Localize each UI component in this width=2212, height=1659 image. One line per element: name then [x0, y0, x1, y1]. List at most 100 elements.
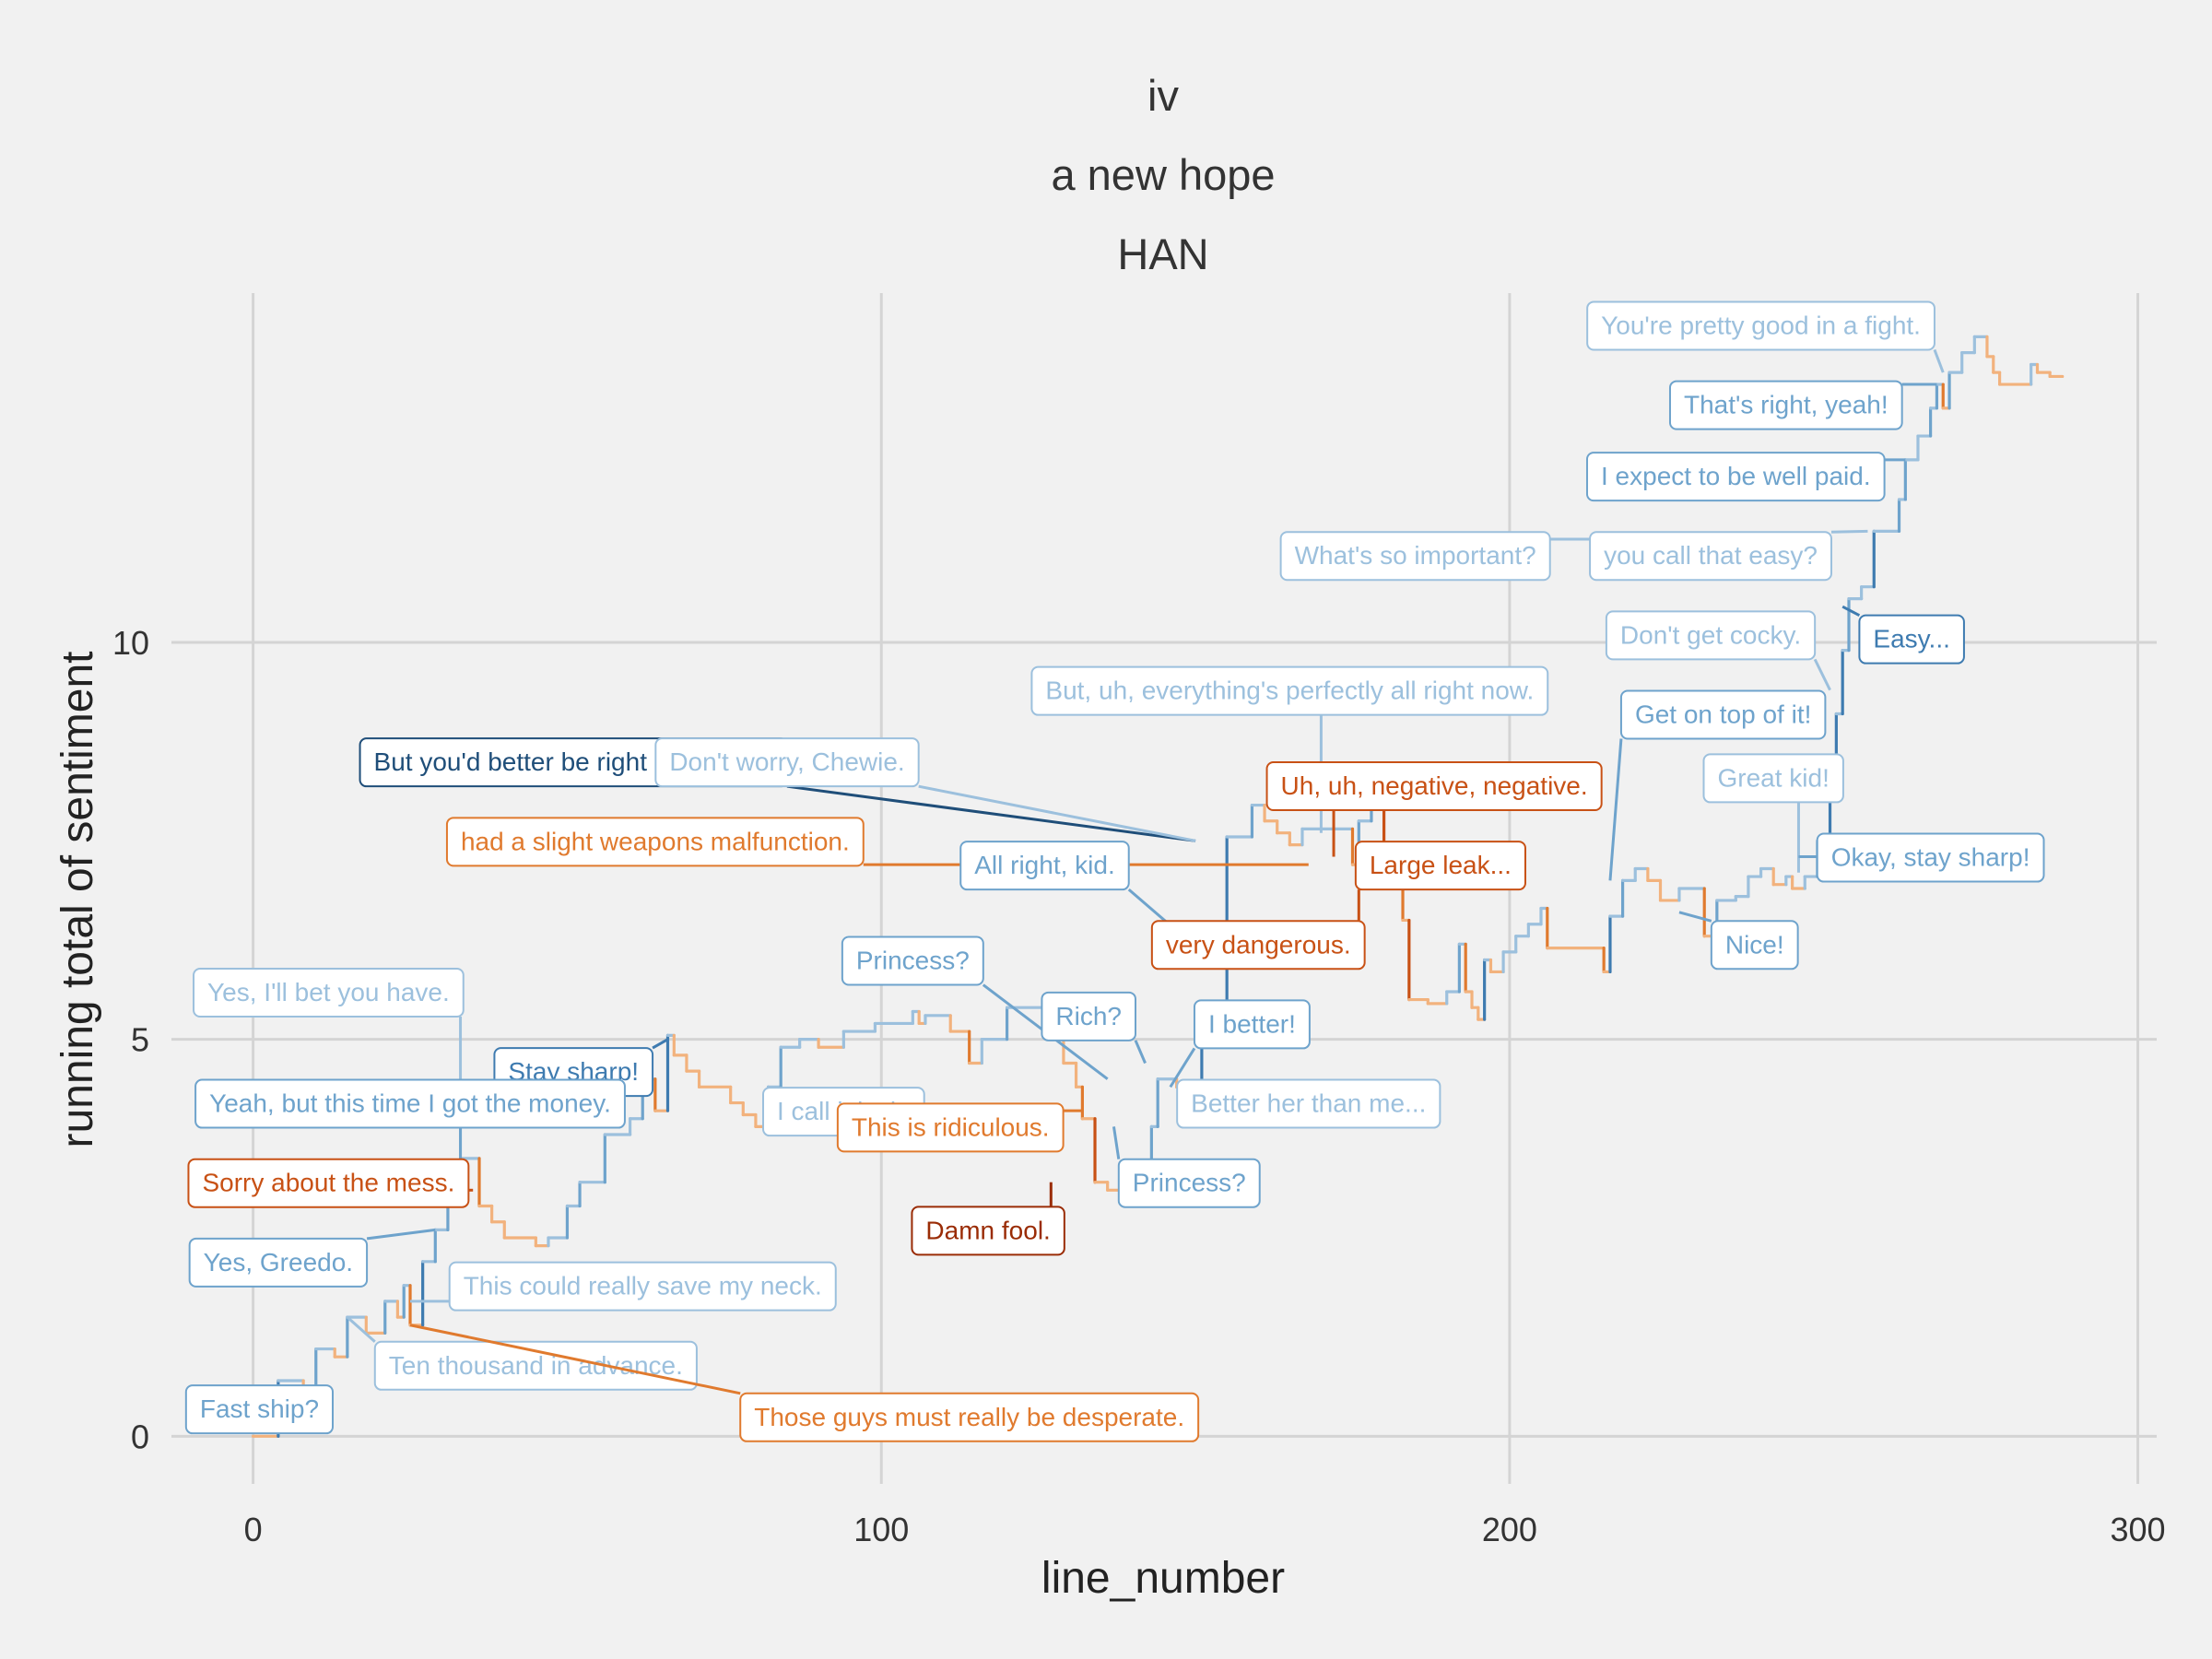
quote-label: Yeah, but this time I got the money.	[194, 1078, 626, 1191]
quote-box	[1265, 761, 1603, 812]
quote-box	[1816, 832, 2045, 883]
quote-label: Damn fool.	[911, 1182, 1065, 1256]
quote-box	[739, 1392, 1200, 1442]
quote-text: Great kid!	[1718, 763, 1830, 792]
quote-label: You're pretty good in a fight.	[1586, 300, 1945, 373]
quote-text: you call that easy?	[1604, 541, 1818, 570]
quote-connector	[1134, 1040, 1147, 1065]
quote-connector	[1813, 658, 1831, 691]
tick-labels: 0 100 200 300 0 5 10	[112, 624, 2166, 1548]
quote-label: you call that easy?	[1589, 529, 1868, 582]
quote-box	[1193, 999, 1311, 1050]
quote-box	[911, 1206, 1065, 1256]
quote-text: Large leak...	[1370, 851, 1512, 879]
chart-title-line-2: a new hope	[1051, 150, 1275, 199]
quote-label: had a slight weapons malfunction.	[445, 817, 1309, 867]
quote-label: But, uh, everything's perfectly all righ…	[1030, 665, 1549, 833]
quote-text: Nice!	[1725, 930, 1784, 959]
quote-connector	[409, 1324, 741, 1395]
quote-text: Yeah, but this time I got the money.	[209, 1089, 611, 1118]
x-tick-label: 300	[2111, 1511, 2166, 1548]
quote-connector	[918, 784, 1196, 842]
quote-text: You're pretty good in a fight.	[1601, 311, 1921, 339]
quote-label: very dangerous.	[1150, 920, 1366, 971]
quote-text: Yes, I'll bet you have.	[207, 978, 450, 1006]
quote-text: Better her than me...	[1191, 1089, 1426, 1118]
quote-connector	[652, 1038, 669, 1050]
quote-text: This is ridiculous.	[852, 1112, 1050, 1141]
quote-label: Okay, stay sharp!	[1798, 832, 2045, 883]
quote-text: Fast ship?	[200, 1394, 319, 1423]
y-tick-label: 0	[131, 1418, 149, 1455]
quote-text: Sorry about the mess.	[202, 1169, 454, 1197]
quote-text: Rich?	[1055, 1002, 1122, 1030]
quote-label: Don't get cocky.	[1605, 610, 1831, 691]
quote-label: Easy...	[1841, 605, 1965, 665]
quote-text: Yes, Greedo.	[204, 1248, 353, 1277]
quote-box	[1605, 610, 1817, 661]
quote-box	[836, 1102, 1065, 1153]
quote-box	[654, 737, 920, 788]
quote-label: Ten thousand in advance.	[346, 1316, 698, 1391]
quote-text: Easy...	[1873, 625, 1950, 653]
x-axis-title: line_number	[1041, 1554, 1285, 1603]
quote-box	[959, 841, 1130, 891]
x-tick-label: 100	[853, 1511, 909, 1548]
quote-box	[1041, 991, 1136, 1041]
quote-label: Nice!	[1678, 911, 1799, 971]
quote-box	[1150, 920, 1366, 971]
quote-text: Ten thousand in advance.	[389, 1351, 683, 1380]
quote-label: This is ridiculous.	[836, 1102, 1083, 1153]
quote-connector	[1112, 1126, 1121, 1159]
quote-text: Princess?	[1133, 1169, 1246, 1197]
quote-connector	[1933, 348, 1945, 373]
quote-label: Sorry about the mess.	[187, 1158, 474, 1208]
quote-box	[445, 817, 865, 867]
quote-text: This could really save my neck.	[464, 1272, 822, 1300]
quote-connector	[346, 1316, 376, 1343]
quote-box	[1668, 380, 1903, 430]
quote-box	[188, 1237, 369, 1288]
quote-text: had a slight weapons malfunction.	[461, 827, 850, 855]
y-tick-label: 10	[112, 624, 149, 662]
quote-connector	[786, 784, 1196, 842]
quote-label: I expect to be well paid.	[1585, 452, 1906, 502]
quote-box	[1279, 531, 1551, 582]
quote-box	[1030, 665, 1549, 716]
quote-connector	[1608, 738, 1623, 881]
quote-box	[1585, 452, 1886, 502]
quote-connector	[1830, 529, 1868, 534]
quote-box	[184, 1384, 335, 1435]
quote-label: That's right, yeah!	[1668, 380, 1937, 430]
quote-label: Uh, uh, negative, negative.	[1265, 761, 1603, 857]
quote-text: Uh, uh, negative, negative.	[1281, 771, 1588, 800]
quote-text: I expect to be well paid.	[1601, 462, 1871, 490]
quote-label: Better her than me...	[1176, 1078, 1441, 1129]
quote-box	[1586, 300, 1936, 351]
y-axis-title: running total of sentiment	[53, 652, 102, 1148]
quote-text: But, uh, everything's perfectly all righ…	[1045, 677, 1534, 705]
quote-text: very dangerous.	[1166, 930, 1351, 959]
quote-box	[1589, 531, 1832, 582]
quote-text: All right, kid.	[974, 851, 1115, 879]
quote-text: Don't worry, Chewie.	[669, 747, 904, 776]
quote-box	[187, 1158, 470, 1208]
quote-box	[1176, 1078, 1441, 1129]
chart-title-line-3: HAN	[1117, 229, 1208, 278]
quote-connector	[1841, 605, 1861, 618]
quote-box	[1702, 753, 1844, 804]
y-tick-label: 5	[131, 1021, 149, 1059]
quote-label: Fast ship?	[184, 1384, 335, 1435]
quote-label: All right, kid.	[959, 841, 1184, 937]
quote-text: Don't get cocky.	[1620, 620, 1801, 649]
quote-label: I better!	[1169, 999, 1311, 1088]
quote-box	[448, 1261, 837, 1312]
quote-annotations: You're pretty good in a fight. That's rig…	[184, 300, 2045, 1442]
quote-text: I better!	[1208, 1009, 1296, 1038]
quote-text: That's right, yeah!	[1684, 391, 1888, 419]
quote-box	[373, 1340, 698, 1391]
quote-label: What's so important?	[1279, 531, 1692, 582]
quote-text: Princess?	[856, 947, 970, 975]
quote-label: Don't worry, Chewie.	[654, 737, 1196, 842]
